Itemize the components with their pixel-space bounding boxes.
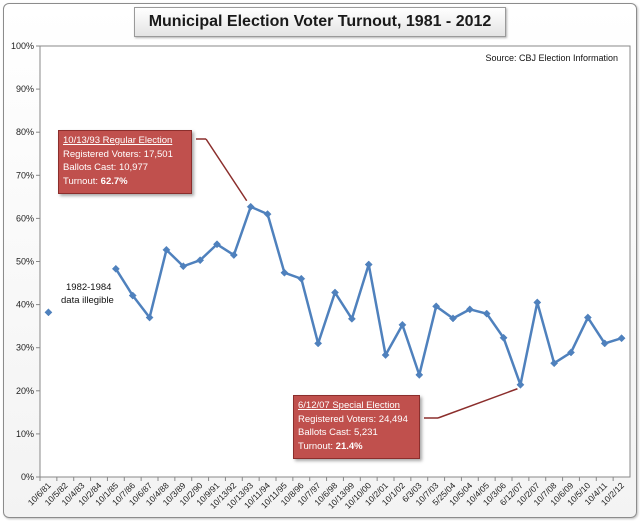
data-point-5-25-04: 5/25/04: 36.8%	[449, 314, 457, 323]
data-point-10-7-03: 10/7/03: 39.6%	[432, 302, 441, 311]
callout-1993-registered: Registered Voters: 17,501	[63, 148, 173, 160]
data-point-10-9-91: 10/9/91: 54%	[213, 240, 221, 249]
leader-line-2007	[437, 388, 518, 419]
y-tick-label: 30%	[16, 343, 34, 353]
y-tick-label: 20%	[16, 386, 34, 396]
data-point-10-4-88: 10/4/88: 52.7%	[162, 245, 171, 254]
chart-title: Municipal Election Voter Turnout, 1981 -…	[148, 13, 492, 30]
data-point-10-4-11: 10/4/11: 31%	[600, 339, 609, 348]
data-point-6-3-03: 6/3/03: 23.7%	[415, 370, 424, 379]
y-tick-label: 40%	[16, 300, 34, 310]
y-tick-label: 10%	[16, 429, 34, 439]
y-tick-label: 90%	[16, 84, 34, 94]
callout-2007-header: 6/12/07 Special Election	[298, 400, 400, 411]
data-point-10-6-09: 10/6/09: 28.9%	[567, 348, 575, 357]
data-point-10-5-10: 10/5/10: 37%	[583, 313, 592, 322]
leader-line-1993	[205, 138, 248, 202]
chart-title-box: Municipal Election Voter Turnout, 1981 -…	[134, 7, 506, 37]
data-point-10-10-00: 10/10/00: 49.3%	[364, 260, 373, 269]
data-point-10-13-99: 10/13/99: 36.7%	[347, 314, 356, 323]
data-point-10-2-01: 10/2/01: 28.3%	[381, 351, 390, 359]
data-point-10-11-95: 10/11/95: 47.4%	[280, 268, 289, 277]
data-point-10-8-96: 10/8/96: 46%	[297, 274, 306, 283]
data-point-10-7-08: 10/7/08: 26.4%	[550, 359, 559, 368]
data-point-10-2-90: 10/2/90: 50.3%	[196, 256, 205, 265]
callout-1993-ballots: Ballots Cast: 10,977	[63, 162, 149, 173]
data-point-10-5-04: 10/5/04: 38.9%	[465, 305, 474, 314]
data-point-10-1-02: 10/1/02: 35.3%	[398, 320, 407, 329]
data-point-10-6-98: 10/6/98: 42.8%	[331, 288, 339, 297]
callout-2007-turnout-value: 21.4%	[335, 440, 363, 452]
data-point-6-12-07: 6/12/07: 21.4%	[516, 380, 525, 389]
data-point-10-2-07: 10/2/07: 40.5%	[533, 298, 542, 307]
data-point-10-7-86: 10/7/86: 42.1%	[128, 291, 137, 300]
illegible-note-line2: data illegible	[61, 295, 114, 306]
callout-1993-header: 10/13/93 Regular Election	[63, 135, 173, 146]
data-point-10-3-89: 10/3/89: 48.9%	[179, 262, 188, 271]
y-tick-label: 80%	[16, 127, 34, 137]
callout-2007-ballots: Ballots Cast: 5,231	[298, 427, 378, 438]
source-note: Source: CBJ Election Information	[485, 53, 618, 63]
callout-1993-turnout-value: 62.7%	[100, 175, 128, 187]
data-point-10-6-87: 10/6/87: 37%	[145, 313, 154, 322]
data-point-10-13-93: 10/13/93: 62.7%	[246, 202, 255, 211]
data-point-10-7-97: 10/7/97: 31%	[314, 339, 323, 348]
data-point-10-3-06: 10/3/06: 32.3%	[499, 333, 508, 342]
data-point-10-4-05: 10/4/05: 37.9%	[482, 309, 491, 318]
data-point-10-11-94: 10/11/94: 61%	[263, 210, 272, 219]
callout-1993-regular-election: 10/13/93 Regular Election Registered Vot…	[58, 130, 192, 194]
y-tick-label: 0%	[21, 472, 34, 482]
data-point-10-2-12: 10/2/12: 32.2%	[617, 334, 626, 343]
data-point-10-1-85: 10/1/85: 48.3%	[111, 264, 120, 273]
callout-2007-turnout-label: Turnout:	[298, 440, 336, 452]
callout-1993-turnout-label: Turnout:	[63, 175, 101, 187]
y-tick-label: 70%	[16, 170, 34, 180]
callout-2007-special-election: 6/12/07 Special Election Registered Vote…	[293, 395, 420, 459]
y-tick-label: 60%	[16, 213, 34, 223]
y-tick-label: 50%	[16, 257, 34, 267]
y-tick-label: 100%	[11, 41, 34, 51]
data-point-10-6-81: 10/6/81: 38.2%	[44, 308, 53, 317]
illegible-note-line1: 1982-1984	[66, 282, 111, 293]
callout-2007-registered: Registered Voters: 24,494	[298, 413, 408, 425]
data-point-10-13-92: 10/13/92: 51.5%	[229, 251, 238, 259]
